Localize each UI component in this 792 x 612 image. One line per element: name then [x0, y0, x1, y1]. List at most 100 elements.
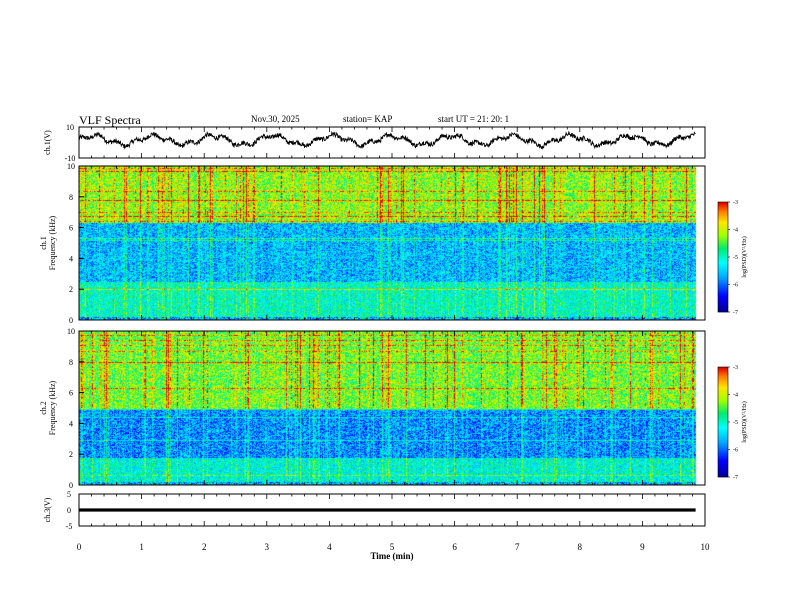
colorbar-strip: [718, 267, 728, 269]
ch1-colorbar-tick-label: -7: [733, 310, 738, 316]
colorbar-strip: [718, 265, 728, 267]
colorbar-strip: [718, 251, 728, 253]
colorbar-strip: [718, 280, 728, 282]
colorbar-strip: [718, 396, 728, 398]
colorbar-strip: [718, 476, 728, 478]
colorbar-strip: [718, 416, 728, 418]
colorbar-strip: [718, 254, 728, 256]
ch1-ytick-label: 0: [69, 316, 73, 325]
colorbar-strip: [718, 221, 728, 223]
colorbar-strip: [718, 392, 728, 394]
colorbar-strip: [718, 219, 728, 221]
x-tick-label: 10: [701, 542, 711, 552]
colorbar-strip: [718, 435, 728, 437]
colorbar-strip: [718, 446, 728, 448]
colorbar-strip: [718, 269, 728, 271]
colorbar-strip: [718, 208, 728, 210]
ch1-ytick-label: 10: [66, 123, 74, 132]
colorbar-strip: [718, 289, 728, 291]
ch1-ylabel-line: ch.1: [39, 236, 48, 250]
ch2-ylabel: ch.2Frequency (kHz): [39, 380, 57, 435]
colorbar-strip: [718, 399, 728, 401]
colorbar-strip: [718, 244, 728, 246]
x-tick-label: 1: [139, 542, 144, 552]
colorbar-strip: [718, 386, 728, 388]
colorbar-strip: [718, 223, 728, 225]
colorbar-strip: [718, 213, 728, 215]
colorbar-strip: [718, 393, 728, 395]
colorbar-strip: [718, 231, 728, 233]
colorbar-strip: [718, 380, 728, 382]
colorbar-strip: [718, 382, 728, 384]
colorbar-strip: [718, 224, 728, 226]
colorbar-strip: [718, 250, 728, 252]
colorbar-strip: [718, 408, 728, 410]
colorbar-strip: [718, 239, 728, 241]
x-tick-label: 3: [265, 542, 270, 552]
colorbar-strip: [718, 277, 728, 279]
colorbar-strip: [718, 311, 728, 313]
colorbar-strip: [718, 425, 728, 427]
colorbar-strip: [718, 279, 728, 281]
ch1-ytick-label: 6: [69, 224, 73, 233]
ch1-ylabel: ch.1(V): [43, 130, 52, 155]
colorbar-strip: [718, 241, 728, 243]
ch3-ylabel: ch.3(V): [43, 497, 52, 522]
colorbar-strip: [718, 212, 728, 214]
colorbar-strip: [718, 284, 728, 286]
colorbar-strip: [718, 390, 728, 392]
colorbar-strip: [718, 206, 728, 208]
colorbar-strip: [718, 227, 728, 229]
colorbar-strip: [718, 292, 728, 294]
ch1-colorbar-tick-label: -4: [733, 228, 738, 234]
colorbar-strip: [718, 375, 728, 377]
colorbar-strip: [718, 461, 728, 463]
colorbar-strip: [718, 468, 728, 470]
colorbar-strip: [718, 293, 728, 295]
colorbar-strip: [718, 233, 728, 235]
ch2-colorbar-tick-label: -6: [733, 448, 738, 454]
colorbar-strip: [718, 308, 728, 310]
ch3-level-band: [79, 508, 696, 512]
colorbar-strip: [718, 204, 728, 206]
colorbar-strip: [718, 298, 728, 300]
colorbar-strip: [718, 268, 728, 270]
colorbar-strip: [718, 214, 728, 216]
x-tick-label: 5: [390, 542, 395, 552]
colorbar-strip: [718, 421, 728, 423]
colorbar-strip: [718, 249, 728, 251]
colorbar-strip: [718, 248, 728, 250]
ch2-colorbar-tick-label: -7: [733, 475, 738, 481]
colorbar-strip: [718, 278, 728, 280]
colorbar-strip: [718, 215, 728, 217]
colorbar-strip: [718, 287, 728, 289]
colorbar-strip: [718, 276, 728, 278]
colorbar-strip: [718, 397, 728, 399]
colorbar-strip: [718, 275, 728, 277]
colorbar-strip: [718, 389, 728, 391]
colorbar-strip: [718, 305, 728, 307]
colorbar-strip: [718, 246, 728, 248]
colorbar-strip: [718, 391, 728, 393]
colorbar-strip: [718, 211, 728, 213]
colorbar-strip: [718, 261, 728, 263]
ch1-waveform-line: [78, 130, 696, 150]
colorbar-strip: [718, 297, 728, 299]
colorbar-strip: [718, 444, 728, 446]
colorbar-strip: [718, 452, 728, 454]
colorbar-strip: [718, 414, 728, 416]
colorbar-strip: [718, 245, 728, 247]
colorbar-strip: [718, 264, 728, 266]
colorbar-strip: [718, 467, 728, 469]
colorbar-strip: [718, 367, 728, 369]
colorbar-strip: [718, 247, 728, 249]
colorbar-strip: [718, 417, 728, 419]
colorbar-strip: [718, 428, 728, 430]
chart-title: VLF Spectra: [79, 113, 141, 127]
colorbar-strip: [718, 309, 728, 311]
x-axis-label: Time (min): [370, 551, 413, 561]
station-label: station= KAP: [343, 114, 393, 124]
ch3-ytick-label: 0: [67, 506, 71, 515]
colorbar-strip: [718, 372, 728, 374]
colorbar-strip: [718, 263, 728, 265]
